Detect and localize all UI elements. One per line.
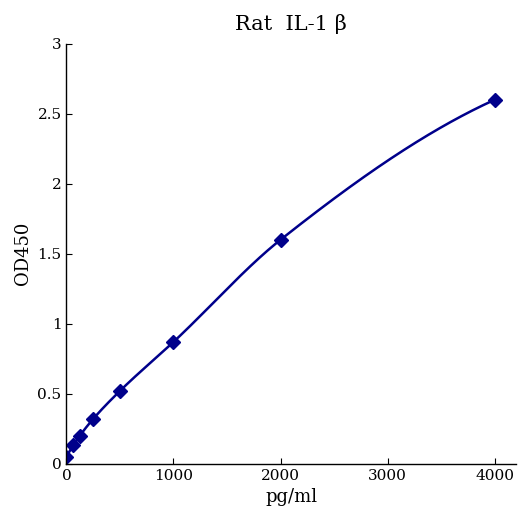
X-axis label: pg/ml: pg/ml [265,488,317,506]
Title: Rat  IL-1 β: Rat IL-1 β [235,14,347,34]
Y-axis label: OD450: OD450 [14,222,32,285]
